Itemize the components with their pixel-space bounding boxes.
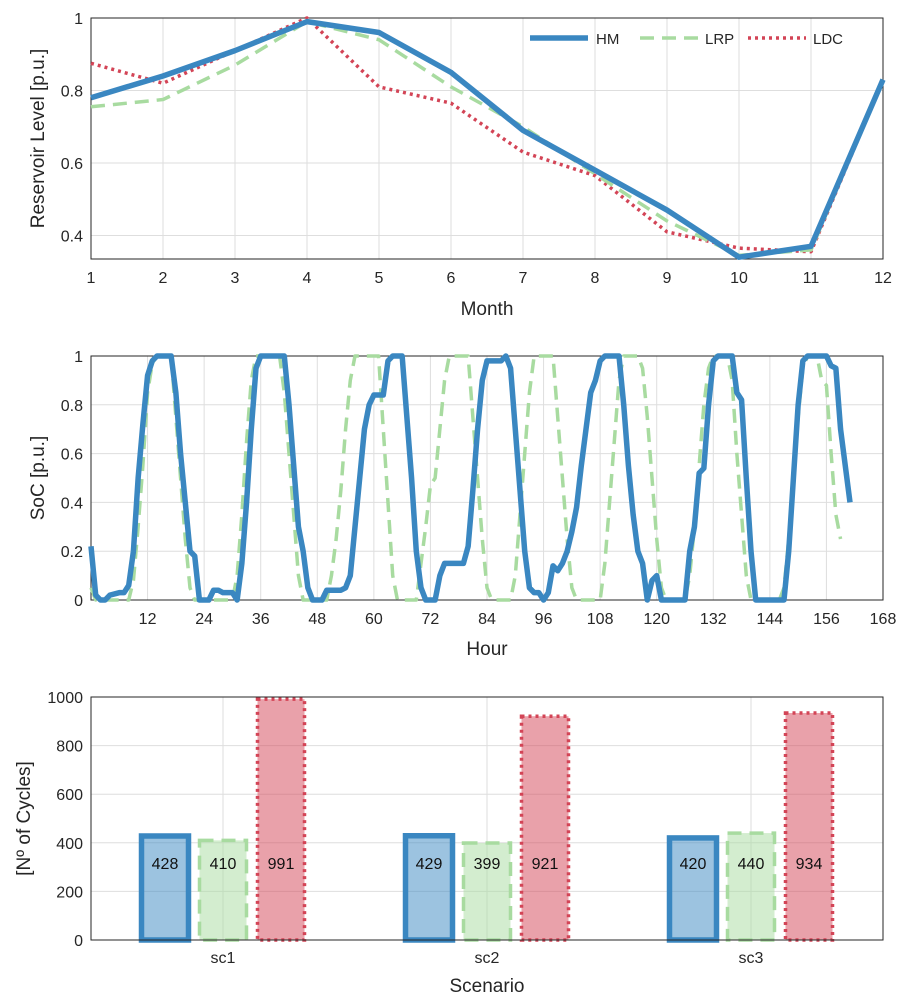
bar-value-label: 921	[532, 856, 559, 873]
y-tick-label: 600	[56, 787, 83, 804]
bar-ldc-sc3	[783, 711, 835, 942]
bar-value-label: 410	[210, 856, 237, 873]
x-tick-label: 1	[87, 270, 96, 287]
y-axis-label: Reservoir Level [p.u.]	[28, 49, 49, 229]
y-tick-label: 200	[56, 884, 83, 901]
cycles-bar-chart: 0 200 400 600 800 1000 sc1 sc2 sc3 428 410 991 429 39…	[14, 690, 884, 997]
y-tick-label: 0	[74, 933, 83, 950]
x-tick-label: 12	[139, 611, 157, 628]
x-tick-label: 12	[874, 270, 892, 287]
bar-value-label: 429	[416, 856, 443, 873]
x-tick-label: 144	[757, 611, 784, 628]
y-tick-label: 0.4	[61, 495, 83, 512]
plot-frame	[90, 696, 884, 941]
y-axis-label: SoC [p.u.]	[28, 436, 49, 521]
y-axis-label: [Nº of Cycles]	[14, 761, 35, 876]
bar-value-label: 420	[680, 856, 707, 873]
y-tick-label: 0.8	[61, 398, 83, 415]
legend-label-lrp: LRP	[705, 31, 734, 48]
x-tick-label: 9	[663, 270, 672, 287]
y-tick-label: 0.4	[61, 228, 83, 245]
x-tick-label: 10	[730, 270, 748, 287]
y-tick-label: 1	[74, 11, 83, 28]
bar-value-label: 399	[474, 856, 501, 873]
series-line-lrp	[90, 19, 885, 258]
y-tick-label: 0.6	[61, 156, 83, 173]
legend-label-hm: HM	[596, 31, 619, 48]
x-tick-label: 72	[422, 611, 440, 628]
x-axis-label: Hour	[466, 639, 508, 660]
plot-frame	[90, 355, 884, 601]
series-line-hm	[90, 18, 886, 260]
bar-ldc-sc2	[519, 714, 571, 942]
x-tick-label: 4	[303, 270, 312, 287]
x-tick-label: 168	[870, 611, 897, 628]
x-tick-label: 156	[813, 611, 840, 628]
x-tick-label: sc1	[211, 950, 236, 967]
bar-value-label: 428	[152, 856, 179, 873]
y-tick-label: 1000	[47, 690, 83, 707]
y-tick-label: 0.8	[61, 83, 83, 100]
bar-hm-sc2	[402, 833, 456, 943]
bar-hm-sc3	[666, 835, 720, 943]
bar-ldc-sc1	[255, 697, 307, 942]
x-tick-label: 11	[803, 270, 820, 287]
legend-label-ldc: LDC	[813, 31, 843, 48]
x-tick-label: 108	[587, 611, 614, 628]
bar-lrp-sc1	[197, 838, 249, 942]
y-tick-label: 800	[56, 739, 83, 756]
bar-value-label: 440	[738, 856, 765, 873]
x-tick-label: 3	[231, 270, 240, 287]
y-tick-label: 400	[56, 836, 83, 853]
x-tick-label: 7	[519, 270, 528, 287]
x-tick-label: 2	[159, 270, 168, 287]
x-tick-label: 36	[252, 611, 270, 628]
x-tick-label: sc3	[739, 950, 764, 967]
soc-chart: 12 24 36 48 60 72 84 96 108 120 132 144 156 168 0 0.2 0.…	[28, 349, 896, 660]
series-line-hm	[88, 353, 853, 603]
y-tick-label: 0.2	[61, 544, 83, 561]
x-tick-label: 24	[195, 611, 213, 628]
y-tick-label: 0.6	[61, 447, 83, 464]
x-axis-label: Scenario	[450, 976, 525, 997]
series-line-ldc	[90, 16, 885, 254]
y-tick-label: 0	[74, 593, 83, 610]
x-tick-label: 132	[700, 611, 727, 628]
x-tick-label: 48	[308, 611, 326, 628]
x-tick-label: 60	[365, 611, 383, 628]
x-tick-label: sc2	[475, 950, 500, 967]
x-tick-label: 120	[643, 611, 670, 628]
bar-value-label: 934	[796, 856, 823, 873]
x-tick-label: 84	[478, 611, 496, 628]
plot-frame	[90, 17, 884, 260]
y-tick-label: 1	[74, 349, 83, 366]
x-tick-label: 96	[535, 611, 553, 628]
bar-value-label: 991	[268, 856, 295, 873]
x-axis-label: Month	[461, 299, 514, 320]
x-tick-label: 8	[591, 270, 600, 287]
x-tick-label: 5	[375, 270, 384, 287]
bar-lrp-sc3	[725, 831, 777, 942]
x-tick-label: 6	[447, 270, 456, 287]
bar-hm-sc1	[138, 833, 192, 943]
